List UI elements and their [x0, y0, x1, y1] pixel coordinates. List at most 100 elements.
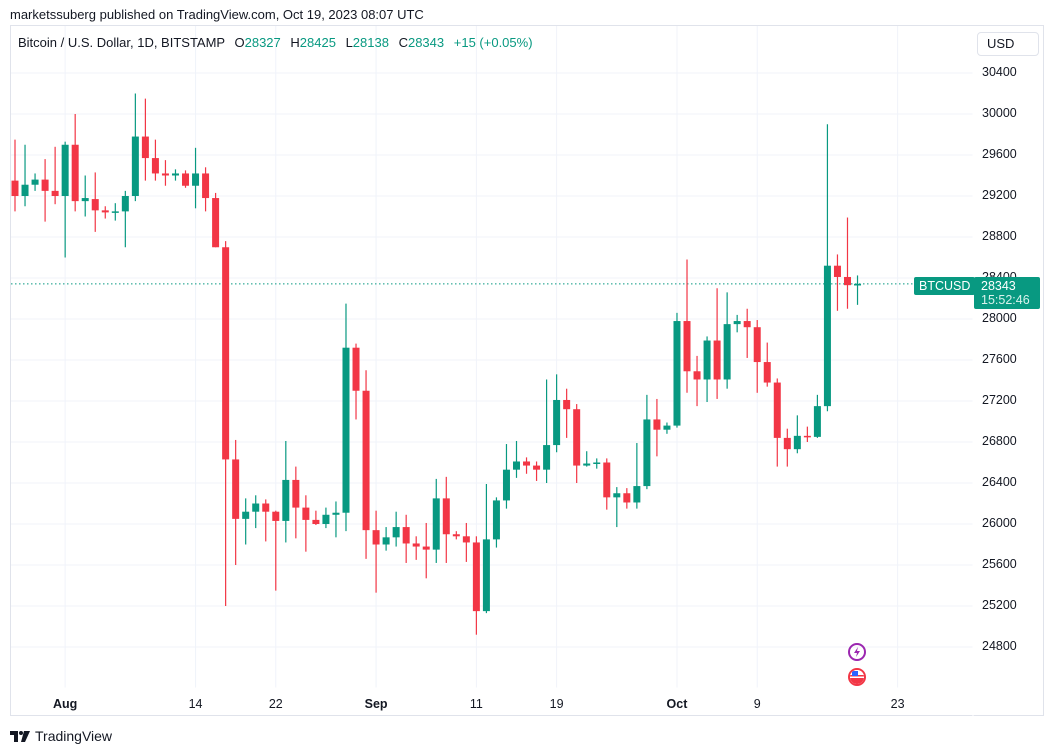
candle — [71, 114, 79, 212]
candle — [362, 370, 370, 559]
price-tick: 25200 — [982, 598, 1017, 612]
candle — [482, 484, 490, 614]
last-price-value: 28343 — [981, 279, 1016, 293]
candle — [843, 217, 851, 309]
price-tick: 25600 — [982, 557, 1017, 571]
candle — [182, 170, 190, 188]
bar-countdown: 15:52:46 — [981, 293, 1030, 307]
candle — [131, 93, 139, 202]
time-tick: 23 — [890, 697, 905, 711]
candle — [533, 461, 541, 481]
price-tick: 26800 — [982, 434, 1017, 448]
candle — [202, 167, 210, 212]
candle — [412, 536, 420, 560]
candle — [593, 458, 601, 469]
candle — [192, 147, 200, 209]
candle — [21, 144, 29, 207]
candle — [773, 378, 781, 467]
candle — [763, 342, 771, 387]
candle — [513, 440, 520, 478]
candle — [693, 355, 701, 407]
candle — [31, 173, 39, 191]
candle — [432, 478, 440, 563]
currency-button[interactable]: USD — [977, 32, 1039, 56]
time-tick: 22 — [268, 697, 283, 711]
price-tick: 30400 — [982, 65, 1017, 79]
candle — [332, 501, 340, 538]
candle — [322, 507, 330, 529]
time-tick: 11 — [469, 697, 483, 711]
candle — [793, 415, 801, 454]
candle — [502, 444, 510, 509]
candle — [372, 510, 380, 593]
candle — [783, 428, 791, 467]
candle — [663, 422, 671, 434]
candle — [573, 404, 581, 483]
tradingview-logo[interactable]: TradingView — [10, 728, 112, 744]
candle — [442, 476, 450, 563]
candle — [733, 314, 741, 333]
candle — [222, 241, 230, 606]
change-value: +15 (+0.05%) — [453, 35, 533, 50]
candle — [91, 172, 99, 232]
price-tick: 26000 — [982, 516, 1017, 530]
open-label: O — [234, 35, 245, 50]
time-tick: Oct — [666, 697, 688, 711]
candle — [492, 497, 500, 548]
candle — [653, 398, 661, 457]
candle — [673, 312, 681, 428]
candle — [813, 394, 821, 438]
high-label: H — [290, 35, 300, 50]
candle — [312, 510, 320, 526]
candle — [232, 439, 240, 565]
high-value: 28425 — [299, 35, 336, 50]
candle — [272, 510, 280, 591]
close-value: 28343 — [407, 35, 445, 50]
candle — [753, 320, 761, 393]
candle — [382, 527, 390, 551]
candle — [683, 259, 691, 393]
price-tick: 30000 — [982, 106, 1017, 120]
candle — [262, 499, 270, 542]
candle — [282, 440, 290, 543]
candle — [523, 457, 531, 474]
chart-legend: Bitcoin / U.S. Dollar, 1D, BITSTAMP O283… — [18, 35, 533, 50]
candle — [553, 374, 561, 453]
time-tick: Sep — [364, 697, 388, 711]
candle — [472, 536, 480, 635]
candle — [11, 139, 19, 212]
candle — [41, 159, 49, 222]
candle — [743, 308, 751, 358]
price-tick: 28000 — [982, 311, 1017, 325]
us-flag-event-icon[interactable] — [848, 668, 866, 686]
lightning-event-icon[interactable] — [848, 643, 866, 661]
candle — [854, 275, 862, 305]
time-tick: 19 — [549, 697, 564, 711]
candle — [452, 531, 460, 540]
candle — [101, 206, 109, 219]
candle — [563, 388, 571, 438]
candle — [61, 141, 69, 258]
candle — [633, 443, 641, 509]
candle — [603, 458, 611, 510]
candle — [111, 203, 119, 221]
candle — [302, 495, 310, 552]
candle — [141, 98, 149, 181]
candle — [723, 292, 731, 389]
candle — [703, 336, 711, 403]
candle — [81, 175, 89, 217]
candle — [583, 451, 591, 467]
last-price-label: 28343 15:52:46 — [974, 277, 1040, 309]
symbol-price-label: BTCUSD — [914, 277, 976, 295]
open-value: 28327 — [244, 35, 281, 50]
candle — [543, 379, 551, 483]
price-tick: 27200 — [982, 393, 1017, 407]
candle — [713, 288, 721, 399]
candle — [121, 190, 129, 248]
low-value: 28138 — [352, 35, 389, 50]
candle — [51, 146, 59, 205]
candle — [212, 192, 220, 248]
time-tick: 14 — [188, 697, 203, 711]
candle — [643, 394, 651, 490]
